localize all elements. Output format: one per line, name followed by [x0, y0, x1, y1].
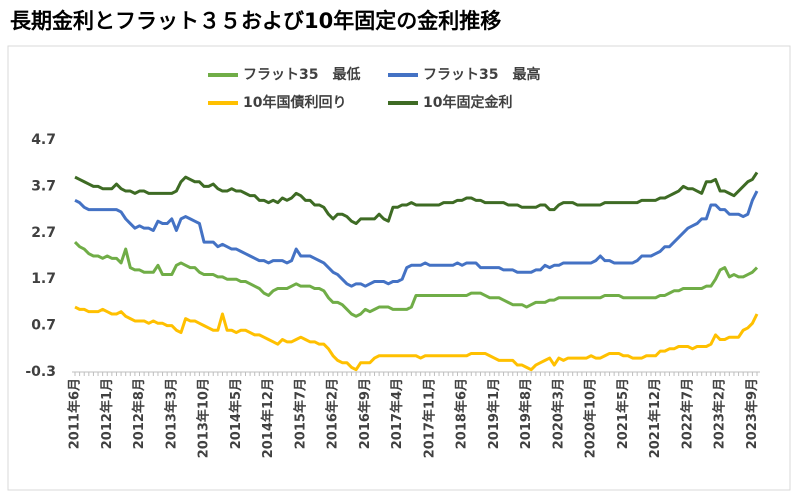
x-tick-label: 2014年12月 [260, 378, 276, 458]
series-line [74, 171, 759, 226]
chart-title: 長期金利とフラット３５および10年固定の金利推移 [10, 9, 501, 33]
y-tick-label: 2.7 [31, 225, 56, 241]
x-tick-label: 2022年7月 [679, 378, 695, 449]
y-tick-label: 0.7 [31, 318, 56, 334]
x-tick-label: 2020年10月 [583, 378, 599, 458]
x-tick-label: 2021年5月 [615, 378, 631, 449]
y-tick-label: 1.7 [31, 271, 56, 287]
x-tick-label: 2016年2月 [325, 378, 341, 449]
legend-label: フラット35 最高 [423, 66, 540, 83]
x-tick-label: 2023年2月 [712, 378, 728, 449]
legend-label: 10年固定金利 [423, 94, 512, 111]
legend-label: 10年国債利回り [243, 94, 346, 111]
x-tick-label: 2021年12月 [647, 378, 663, 458]
x-tick-label: 2012年8月 [131, 378, 147, 449]
legend-label: フラット35 最低 [243, 66, 360, 83]
x-tick-label: 2020年3月 [550, 378, 566, 449]
y-tick-label: 4.7 [31, 132, 56, 148]
series-line [74, 305, 759, 372]
chart-frame [7, 45, 791, 491]
x-tick-label: 2016年9月 [357, 378, 373, 449]
x-tick-label: 2013年3月 [163, 378, 179, 449]
x-tick-label: 2017年11月 [421, 378, 437, 458]
y-tick-label: 3.7 [31, 178, 56, 194]
x-tick-label: 2014年5月 [228, 378, 244, 449]
x-tick-label: 2019年8月 [518, 378, 534, 449]
x-tick-label: 2019年1月 [486, 378, 502, 449]
y-tick-label: -0.3 [25, 364, 56, 380]
series-line [73, 241, 759, 318]
x-tick-label: 2012年1月 [99, 378, 115, 449]
x-tick-label: 2013年10月 [196, 378, 212, 458]
x-tick-label: 2018年6月 [454, 378, 470, 449]
x-tick-label: 2017年4月 [389, 378, 405, 449]
x-tick-label: 2015年7月 [292, 378, 308, 449]
x-tick-label: 2011年6月 [67, 378, 83, 449]
x-tick-label: 2023年9月 [744, 378, 760, 449]
series-line [74, 190, 759, 288]
